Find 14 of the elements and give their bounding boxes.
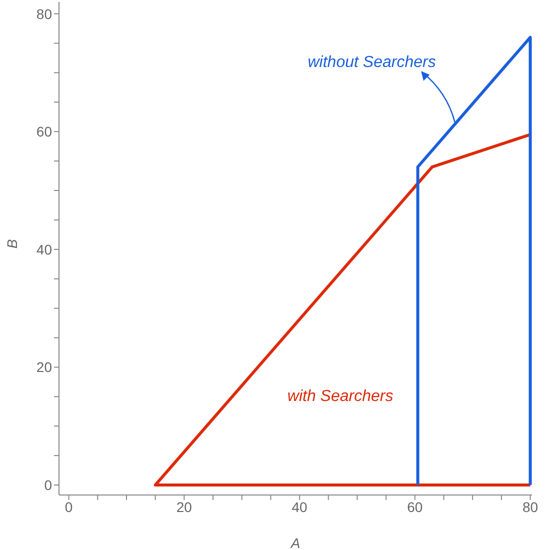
y-axis-title: B <box>4 239 20 248</box>
y-tick-label: 60 <box>36 124 52 140</box>
x-axis-title: A <box>290 535 300 550</box>
text: without Searchers <box>308 54 436 72</box>
x-tick-label: 80 <box>522 498 538 515</box>
x-tick-label: 0 <box>64 498 73 515</box>
text: with Searchers <box>287 388 394 406</box>
x-tick-label: 40 <box>292 498 308 515</box>
y-tick-label: 20 <box>36 359 52 376</box>
y-tick-label: 0 <box>44 476 52 493</box>
x-tick-label: 20 <box>176 498 192 515</box>
y-tick-label: 80 <box>36 6 52 22</box>
x-tick-label: 60 <box>407 498 423 515</box>
y-tick-label: 40 <box>36 241 52 258</box>
